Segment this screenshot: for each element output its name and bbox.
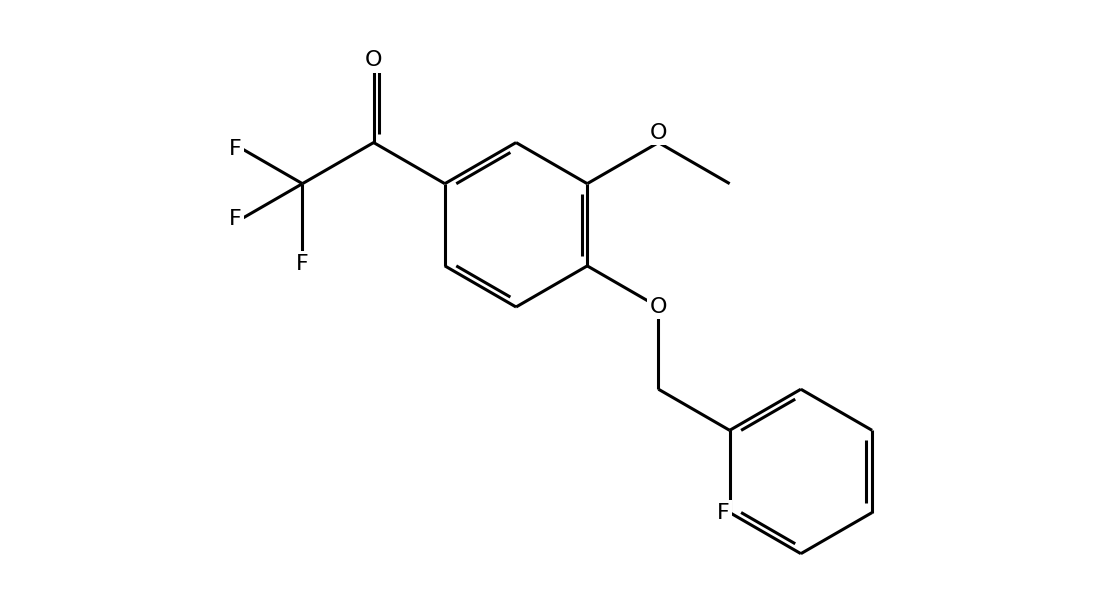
Text: O: O	[649, 123, 667, 142]
Text: F: F	[229, 209, 242, 228]
Text: O: O	[649, 297, 667, 317]
Text: O: O	[365, 50, 382, 71]
Text: F: F	[717, 502, 730, 523]
Text: F: F	[229, 139, 242, 159]
Text: F: F	[296, 254, 309, 274]
